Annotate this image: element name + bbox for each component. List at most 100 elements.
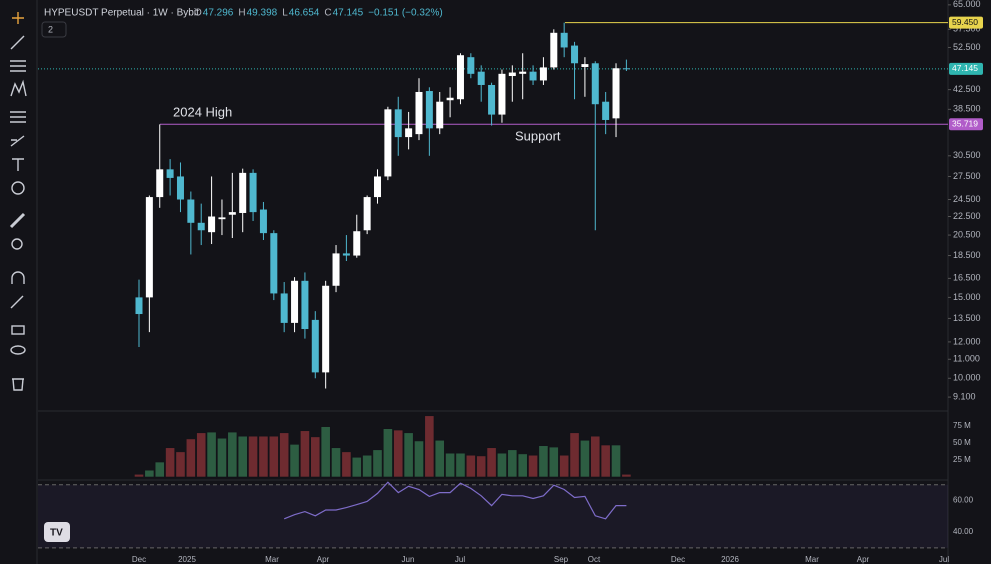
x-tick-label: 2025 bbox=[178, 555, 196, 564]
candle-body bbox=[228, 212, 236, 215]
volume-bar bbox=[621, 473, 632, 478]
volume-bar bbox=[320, 426, 331, 478]
x-tick-label: Mar bbox=[265, 555, 279, 564]
volume-bar bbox=[424, 415, 435, 478]
ohlc-value: 46.654 bbox=[289, 8, 320, 19]
volume-tick-label: 25 M bbox=[953, 455, 971, 464]
candle-body bbox=[622, 68, 630, 70]
y-tick-label: 38.500 bbox=[953, 104, 981, 114]
volume-bar bbox=[465, 454, 476, 478]
candle-body bbox=[239, 172, 247, 213]
candle-body bbox=[353, 231, 361, 256]
volume-bar bbox=[455, 452, 466, 478]
volume-bar bbox=[206, 431, 217, 478]
volume-bar bbox=[507, 449, 518, 478]
magnet-tool[interactable] bbox=[11, 271, 25, 284]
volume-bar bbox=[341, 451, 352, 478]
y-tick-label: 13.500 bbox=[953, 313, 981, 323]
candle-body bbox=[508, 72, 516, 77]
x-tick-label: Sep bbox=[554, 555, 569, 564]
candle-body bbox=[218, 217, 226, 220]
volume-bar bbox=[268, 435, 279, 478]
x-tick-label: Apr bbox=[857, 555, 870, 564]
volume-bar bbox=[154, 461, 165, 478]
candle-body bbox=[415, 91, 423, 135]
candle-body bbox=[342, 253, 350, 256]
x-tick-label: Dec bbox=[132, 555, 146, 564]
candle-body bbox=[301, 280, 309, 330]
projection-tool[interactable] bbox=[10, 111, 26, 123]
candle-body bbox=[363, 197, 371, 231]
y-tick-label: 30.500 bbox=[953, 150, 981, 160]
price-level-label: 47.145 bbox=[952, 63, 978, 73]
volume-bar bbox=[196, 432, 207, 478]
delete-tool[interactable] bbox=[12, 378, 24, 391]
y-tick-label: 11.000 bbox=[953, 354, 980, 364]
candle-body bbox=[259, 209, 267, 234]
trendline-tool[interactable] bbox=[10, 35, 25, 50]
candle-body bbox=[187, 199, 195, 223]
volume-bar bbox=[414, 440, 424, 478]
volume-bar bbox=[258, 435, 269, 478]
fib-tool[interactable] bbox=[10, 60, 26, 72]
candle-body bbox=[425, 91, 433, 129]
y-tick-label: 12.000 bbox=[953, 336, 981, 346]
chart-title: HYPEUSDT Perpetual · 1W · Bybit bbox=[44, 8, 199, 19]
candle-body bbox=[602, 101, 610, 120]
candle-body bbox=[208, 216, 216, 233]
volume-bar bbox=[237, 435, 248, 478]
text-tool[interactable] bbox=[12, 158, 24, 171]
volume-bar bbox=[310, 436, 321, 478]
annotation: Support bbox=[515, 128, 561, 143]
volume-bar bbox=[590, 435, 601, 478]
x-tick-label: Jul bbox=[939, 555, 949, 564]
zoom-tool[interactable] bbox=[11, 238, 23, 250]
y-tick-label: 16.500 bbox=[953, 273, 981, 283]
y-tick-label: 52.500 bbox=[953, 42, 981, 52]
emoji-tool[interactable] bbox=[11, 181, 25, 195]
candle-body bbox=[550, 32, 558, 68]
y-tick-label: 18.500 bbox=[953, 250, 981, 260]
volume-bar bbox=[300, 430, 310, 478]
volume-bar bbox=[217, 437, 227, 478]
candle-body bbox=[135, 297, 143, 315]
volume-bar bbox=[362, 454, 373, 478]
ohlc-value: 49.398 bbox=[247, 8, 278, 19]
lock-tool[interactable] bbox=[11, 325, 25, 335]
volume-tick-label: 50 M bbox=[953, 438, 971, 447]
indicator-toggle[interactable] bbox=[41, 21, 67, 38]
crosshair-tool[interactable] bbox=[12, 12, 24, 24]
stay-drawing-tool[interactable] bbox=[10, 295, 24, 309]
volume-bar bbox=[351, 456, 362, 478]
rsi-tick-label: 60.00 bbox=[953, 496, 974, 505]
volume-bar bbox=[227, 431, 238, 478]
candle-body bbox=[519, 71, 527, 74]
ruler-tool[interactable] bbox=[9, 212, 26, 229]
tradingview-logo: TV bbox=[44, 522, 70, 542]
indicator-count: 2 bbox=[48, 24, 53, 34]
hide-tool[interactable] bbox=[10, 345, 26, 355]
candle-body bbox=[467, 57, 475, 74]
x-tick-label: Dec bbox=[671, 555, 685, 564]
candle-body bbox=[488, 84, 496, 115]
candle-body bbox=[166, 169, 174, 178]
volume-bar bbox=[528, 454, 538, 478]
rsi-line bbox=[283, 481, 627, 520]
volume-bar bbox=[517, 453, 528, 478]
annotation: 2024 High bbox=[173, 104, 232, 119]
volume-bar bbox=[144, 469, 155, 478]
volume-bar bbox=[548, 446, 559, 478]
y-tick-label: 42.500 bbox=[953, 84, 981, 94]
ohlc-value: 47.296 bbox=[203, 8, 234, 19]
ohlc-value: 47.145 bbox=[333, 8, 364, 19]
volume-bar bbox=[538, 445, 549, 478]
pattern-tool[interactable] bbox=[10, 79, 27, 97]
y-tick-label: 9.100 bbox=[953, 391, 976, 401]
y-tick-label: 24.500 bbox=[953, 194, 981, 204]
x-tick-label: 2026 bbox=[721, 555, 739, 564]
candle-body bbox=[498, 73, 506, 115]
candle-body bbox=[571, 45, 579, 64]
y-tick-label: 10.000 bbox=[953, 373, 981, 383]
brush-tool[interactable] bbox=[10, 135, 25, 147]
